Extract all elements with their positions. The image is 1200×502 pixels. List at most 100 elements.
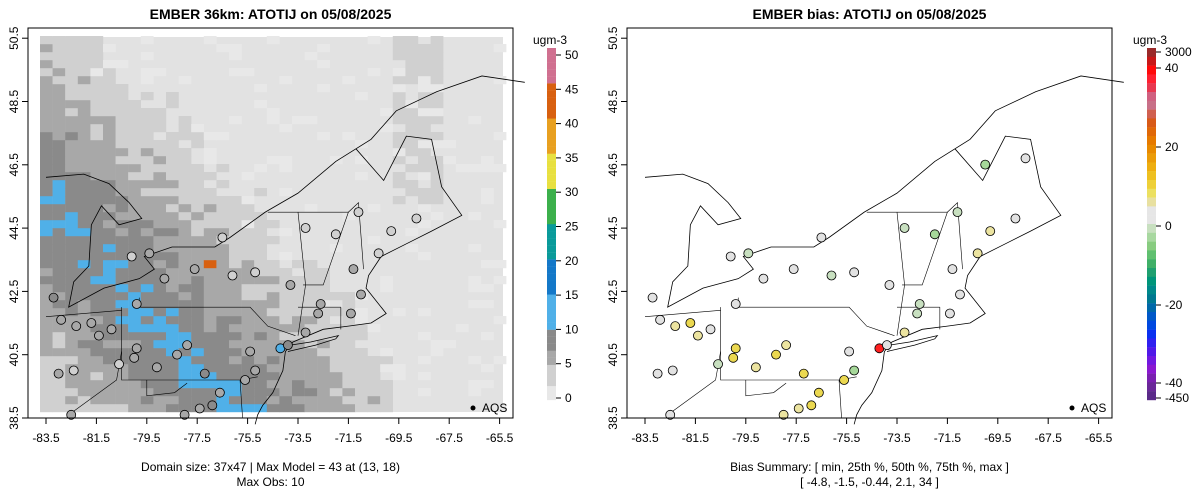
grid-cell <box>52 228 66 237</box>
grid-cell <box>266 396 280 405</box>
grid-cell <box>203 204 217 213</box>
grid-cell <box>216 380 230 389</box>
grid-cell <box>90 92 104 101</box>
grid-cell <box>430 116 444 125</box>
grid-cell <box>279 156 293 165</box>
grid-cell <box>128 188 141 197</box>
grid-cell <box>279 356 293 365</box>
grid-cell <box>405 36 419 45</box>
grid-cell <box>405 44 419 53</box>
grid-cell <box>103 316 116 325</box>
grid-cell <box>292 316 305 325</box>
y-tick-label: 46.5 <box>606 153 620 177</box>
grid-cell <box>191 132 204 141</box>
grid-cell <box>342 132 356 141</box>
colorbar-swatch <box>1147 136 1156 145</box>
grid-cell <box>292 380 305 389</box>
grid-cell <box>317 348 330 357</box>
colorbar-swatch <box>1147 259 1156 269</box>
grid-cell <box>40 244 53 253</box>
grid-cell <box>254 228 267 237</box>
grid-cell <box>241 404 255 413</box>
colorbar-swatch <box>1147 153 1156 163</box>
grid-cell <box>254 284 267 293</box>
grid-cell <box>266 276 280 285</box>
grid-cell <box>191 236 204 245</box>
colorbar-swatch <box>547 252 556 260</box>
grid-cell <box>254 308 267 317</box>
grid-cell <box>40 340 53 349</box>
colorbar-swatch <box>547 69 556 77</box>
grid-cell <box>430 180 444 189</box>
grid-cell <box>367 364 381 373</box>
grid-cell <box>254 268 267 277</box>
grid-cell <box>355 404 368 413</box>
grid-cell <box>77 220 91 229</box>
grid-cell <box>443 140 456 149</box>
grid-cell <box>430 340 444 349</box>
colorbar-swatch <box>1147 250 1156 260</box>
grid-cell <box>216 252 230 261</box>
grid-cell <box>166 316 179 325</box>
grid-cell <box>191 180 204 189</box>
grid-cell <box>77 268 91 277</box>
grid-cell <box>90 220 104 229</box>
colorbar-swatch <box>547 188 556 196</box>
grid-cell <box>115 116 129 125</box>
grid-cell <box>52 196 66 205</box>
grid-cell <box>77 252 91 261</box>
grid-cell <box>103 292 116 301</box>
grid-cell <box>77 108 91 117</box>
grid-cell <box>77 132 91 141</box>
x-tick-label: -69.5 <box>984 431 1012 445</box>
grid-cell <box>266 36 280 45</box>
grid-cell <box>52 220 66 229</box>
grid-cell <box>103 260 116 269</box>
grid-cell <box>493 404 507 413</box>
grid-cell <box>241 292 255 301</box>
grid-cell <box>115 196 129 205</box>
grid-cell <box>166 180 179 189</box>
station-marker <box>68 365 79 376</box>
y-tick-label: 38.5 <box>7 406 21 430</box>
grid-cell <box>304 324 318 333</box>
colorbar-swatch <box>1147 65 1156 75</box>
grid-cell <box>342 324 356 333</box>
grid-cell <box>279 404 293 413</box>
grid-cell <box>304 404 318 413</box>
colorbar-swatch <box>547 322 556 330</box>
grid-cell <box>241 276 255 285</box>
grid-cell <box>65 196 78 205</box>
colorbar-swatch <box>547 76 556 84</box>
colorbar-swatch <box>1147 48 1156 57</box>
grid-cell <box>115 212 129 221</box>
grid-cell <box>115 276 129 285</box>
grid-cell <box>380 396 393 405</box>
grid-cell <box>65 340 78 349</box>
station-marker <box>788 264 799 275</box>
grid-cell <box>443 156 456 165</box>
grid-cell <box>216 324 230 333</box>
grid-cell <box>342 340 356 349</box>
grid-cell <box>266 332 280 341</box>
grid-cell <box>77 140 91 149</box>
station-marker <box>56 314 67 325</box>
grid-cell <box>65 172 78 181</box>
grid-cell <box>40 116 53 125</box>
grid-cell <box>77 92 91 101</box>
grid-cell <box>430 196 444 205</box>
grid-cell <box>65 348 78 357</box>
grid-cell <box>292 396 305 405</box>
grid-cell <box>115 404 129 413</box>
colorbar-swatch <box>547 111 556 119</box>
grid-cell <box>254 220 267 229</box>
station-marker <box>66 409 77 420</box>
grid-cell <box>178 372 192 381</box>
grid-cell <box>140 116 154 125</box>
grid-cell <box>103 140 116 149</box>
grid-cell <box>241 172 255 181</box>
grid-cell <box>40 348 53 357</box>
grid-cell <box>254 188 267 197</box>
colorbar-swatch <box>547 301 556 309</box>
grid-cell <box>77 308 91 317</box>
